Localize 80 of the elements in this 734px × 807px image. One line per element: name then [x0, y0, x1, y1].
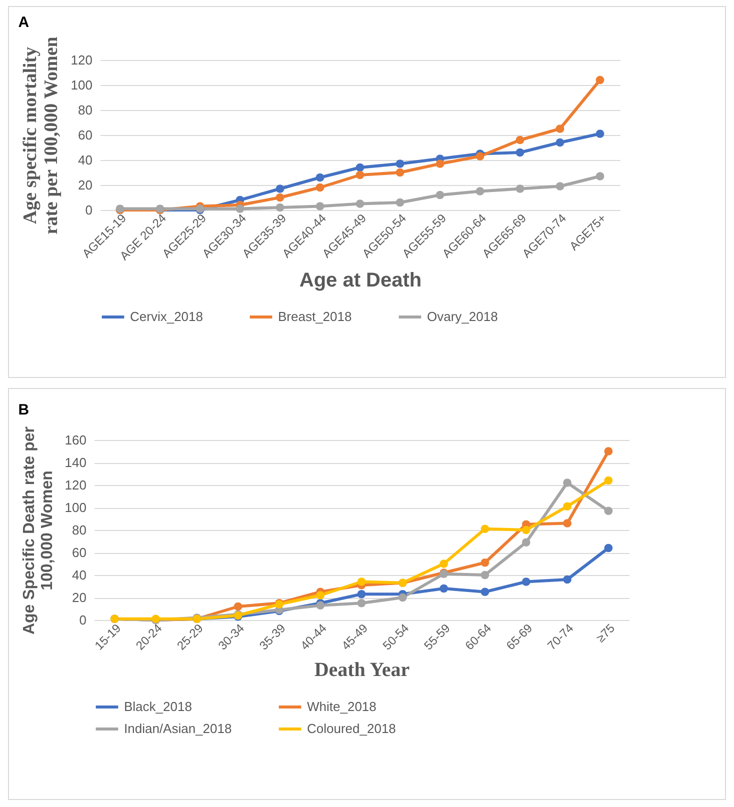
point	[596, 76, 604, 84]
y-tick-label: 20	[78, 178, 92, 192]
point	[356, 163, 364, 172]
point	[316, 173, 324, 182]
point	[357, 590, 366, 598]
point	[604, 447, 613, 456]
y-tick-label: 40	[78, 152, 92, 168]
point	[316, 202, 324, 210]
point	[236, 204, 244, 213]
point	[396, 160, 404, 168]
legend-label: Breast_2018	[278, 309, 352, 324]
point	[480, 524, 490, 534]
point	[276, 193, 284, 202]
point	[522, 578, 530, 586]
point	[316, 601, 325, 610]
point	[604, 544, 613, 552]
point	[556, 124, 564, 133]
y-axis-title: Age specific mortality rate per 100,000 Women	[20, 36, 62, 234]
point	[516, 136, 524, 144]
legend-label: Ovary_2018	[427, 309, 498, 324]
x-axis-title: Death Year	[314, 658, 410, 681]
text: B	[18, 402, 30, 419]
y-tick-label: 120	[64, 478, 86, 492]
legend-label: Cervix_2018	[130, 309, 203, 324]
point	[480, 588, 490, 596]
y-tick-label: 100	[70, 78, 92, 92]
point	[516, 148, 524, 157]
point	[357, 598, 366, 608]
point	[396, 168, 404, 177]
y-tick-label: 120	[70, 52, 92, 68]
point	[398, 593, 407, 602]
x-axis-title: Age at Death	[299, 269, 422, 292]
point	[476, 187, 484, 196]
legend-label: White_2018	[307, 699, 376, 714]
point	[596, 130, 604, 138]
y-tick-label: 140	[64, 455, 86, 470]
point	[556, 138, 564, 147]
point	[436, 190, 444, 200]
point	[480, 558, 490, 567]
point	[480, 570, 490, 580]
y-tick-label: 0	[85, 202, 92, 218]
y-tick-label: 80	[78, 102, 92, 118]
point	[522, 538, 530, 547]
point	[596, 172, 604, 180]
legend-label: Indian/Asian_2018	[124, 721, 232, 736]
point	[522, 526, 530, 534]
y-tick-label: 40	[72, 568, 86, 582]
y-tick-label: 80	[72, 522, 86, 538]
point	[563, 519, 572, 528]
y-axis-title: Age Specific Death rate per 100,000 Women	[20, 426, 56, 635]
point	[604, 476, 613, 485]
legend-label: Coloured_2018	[307, 721, 396, 736]
point	[276, 184, 284, 193]
point	[356, 200, 364, 208]
y-tick-label: 160	[64, 432, 86, 448]
point	[316, 183, 324, 192]
point	[476, 152, 484, 160]
y-tick-label: 60	[78, 128, 92, 142]
point	[440, 560, 448, 568]
y-tick-label: 100	[64, 500, 86, 515]
point	[563, 575, 572, 584]
y-tick-label: 0	[79, 612, 86, 628]
point	[356, 170, 364, 180]
legend-label: Black_2018	[124, 699, 192, 714]
point	[276, 203, 284, 212]
y-tick-label: 20	[72, 590, 86, 605]
point	[563, 502, 572, 511]
point	[396, 198, 404, 207]
y-tick-label: 60	[72, 545, 86, 560]
text: A	[18, 14, 30, 31]
point	[357, 578, 366, 586]
point	[234, 602, 242, 611]
point	[604, 506, 613, 516]
point	[440, 584, 448, 593]
point	[563, 478, 572, 487]
point	[516, 184, 524, 193]
point	[316, 591, 325, 600]
x-tick-label: ≥75	[593, 620, 618, 646]
point	[436, 160, 444, 168]
point	[556, 182, 564, 190]
